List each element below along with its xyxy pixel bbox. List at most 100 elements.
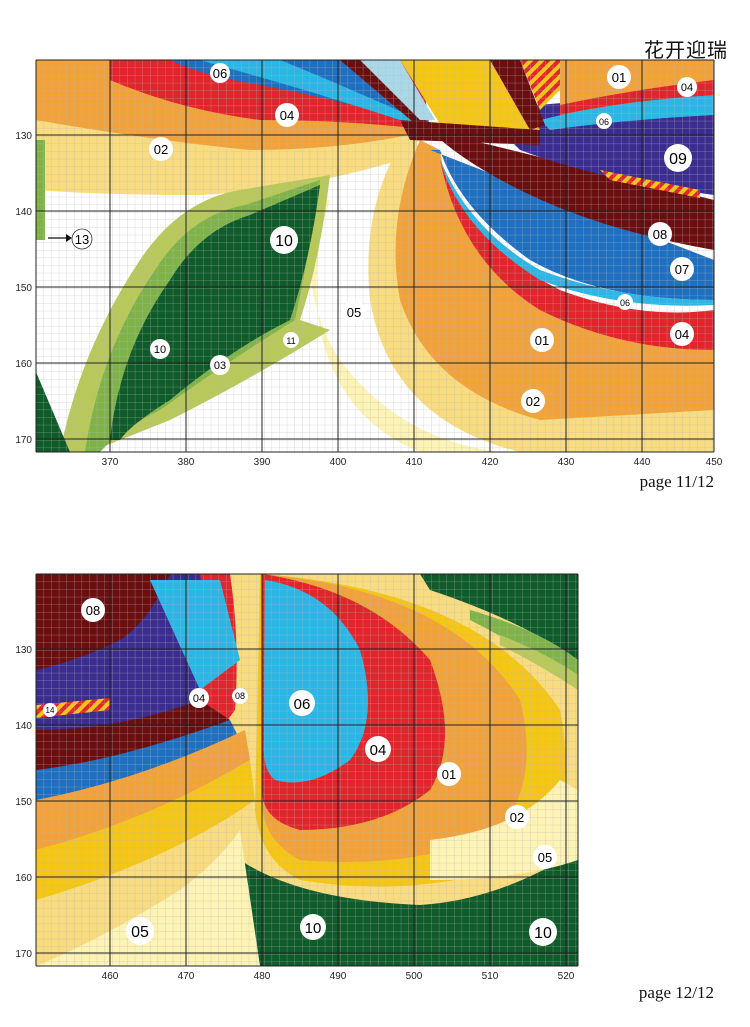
- major-gridlines: [35, 573, 579, 967]
- svg-text:13: 13: [75, 232, 89, 247]
- cell-grid: [36, 574, 578, 966]
- code-label: 13: [71, 228, 93, 250]
- chart-title: 花开迎瑞: [644, 38, 728, 62]
- svg-text:05: 05: [538, 850, 552, 865]
- svg-text:04: 04: [370, 742, 387, 759]
- x-tick: 390: [254, 457, 271, 468]
- x-tick: 370: [102, 457, 119, 468]
- svg-text:10: 10: [154, 344, 166, 356]
- arrow-head-icon: [66, 234, 72, 242]
- x-tick: 430: [558, 457, 575, 468]
- code-label: 09: [664, 144, 692, 172]
- svg-text:04: 04: [193, 693, 205, 705]
- svg-text:06: 06: [213, 66, 227, 81]
- svg-text:10: 10: [305, 920, 322, 937]
- svg-text:06: 06: [620, 298, 630, 308]
- code-label: 02: [521, 389, 545, 413]
- svg-text:08: 08: [235, 691, 245, 701]
- code-label: 06: [289, 690, 315, 716]
- svg-text:05: 05: [131, 924, 149, 941]
- x-tick: 400: [330, 457, 347, 468]
- svg-text:08: 08: [653, 227, 667, 242]
- svg-text:05: 05: [347, 305, 361, 320]
- svg-text:10: 10: [534, 925, 552, 942]
- svg-text:10: 10: [275, 233, 293, 250]
- code-label: 05: [342, 300, 366, 324]
- code-label: 04: [189, 688, 209, 708]
- code-label: 04: [275, 103, 299, 127]
- y-tick: 150: [15, 797, 32, 808]
- code-label: 04: [365, 736, 391, 762]
- x-tick: 440: [634, 457, 651, 468]
- code-label: 04: [670, 322, 694, 346]
- y-tick: 130: [15, 645, 32, 656]
- code-label: 10: [529, 918, 557, 946]
- major-gridlines: [35, 59, 715, 453]
- code-label: 01: [530, 328, 554, 352]
- code-label: 03: [210, 355, 230, 375]
- x-tick: 520: [558, 971, 575, 980]
- x-tick: 420: [482, 457, 499, 468]
- x-tick: 380: [178, 457, 195, 468]
- x-tick: 500: [406, 971, 423, 980]
- x-tick: 460: [102, 971, 119, 980]
- code-label: 11: [283, 332, 299, 348]
- y-tick: 160: [15, 359, 32, 370]
- code-label: 14: [43, 703, 57, 717]
- svg-text:04: 04: [280, 108, 294, 123]
- svg-text:02: 02: [154, 142, 168, 157]
- cell-grid: [36, 60, 714, 452]
- y-tick: 130: [15, 131, 32, 142]
- page-number: page 11/12: [639, 472, 714, 491]
- pattern-grid-11: 370 380 390 400 410 420 430 440 450 130 …: [15, 59, 723, 468]
- code-label: 01: [437, 762, 461, 786]
- code-label: 10: [150, 339, 170, 359]
- svg-text:07: 07: [675, 262, 689, 277]
- code-label: 02: [505, 805, 529, 829]
- svg-text:04: 04: [675, 327, 689, 342]
- code-label: 06: [596, 113, 612, 129]
- svg-text:02: 02: [526, 394, 540, 409]
- x-tick: 450: [706, 457, 723, 468]
- code-label: 08: [232, 688, 248, 704]
- y-tick: 170: [15, 949, 32, 960]
- code-label: 08: [648, 222, 672, 246]
- code-label: 08: [81, 598, 105, 622]
- x-tick: 490: [330, 971, 347, 980]
- pattern-page-12: 460 470 480 490 500 510 520 130 140 150 …: [0, 560, 750, 982]
- x-tick: 480: [254, 971, 271, 980]
- svg-text:04: 04: [681, 82, 693, 94]
- svg-text:03: 03: [214, 360, 226, 372]
- code-label: 10: [300, 914, 326, 940]
- code-label: 01: [607, 65, 631, 89]
- code-label: 05: [126, 917, 154, 945]
- code-label: 04: [677, 77, 697, 97]
- pattern-page-11: 370 380 390 400 410 420 430 440 450 130 …: [0, 0, 750, 500]
- x-tick: 410: [406, 457, 423, 468]
- svg-text:14: 14: [46, 706, 55, 715]
- svg-text:06: 06: [599, 117, 609, 127]
- code-label: 05: [533, 845, 557, 869]
- pattern-grid-12: 460 470 480 490 500 510 520 130 140 150 …: [15, 573, 579, 982]
- x-tick: 470: [178, 971, 195, 980]
- y-tick: 170: [15, 435, 32, 446]
- svg-text:11: 11: [286, 336, 295, 346]
- code-label: 10: [270, 226, 298, 254]
- y-tick: 140: [15, 207, 32, 218]
- y-tick: 160: [15, 873, 32, 884]
- code-label: 02: [149, 137, 173, 161]
- svg-text:06: 06: [294, 696, 311, 713]
- svg-text:01: 01: [442, 767, 456, 782]
- y-tick: 150: [15, 283, 32, 294]
- page-number: page 12/12: [638, 983, 714, 1002]
- svg-text:08: 08: [86, 603, 100, 618]
- code-label: 07: [670, 257, 694, 281]
- svg-text:09: 09: [669, 151, 687, 168]
- svg-text:01: 01: [612, 70, 626, 85]
- svg-text:01: 01: [535, 333, 549, 348]
- x-tick: 510: [482, 971, 499, 980]
- svg-text:02: 02: [510, 810, 524, 825]
- y-tick: 140: [15, 721, 32, 732]
- code-label: 06: [210, 63, 230, 83]
- code-label: 06: [617, 294, 633, 310]
